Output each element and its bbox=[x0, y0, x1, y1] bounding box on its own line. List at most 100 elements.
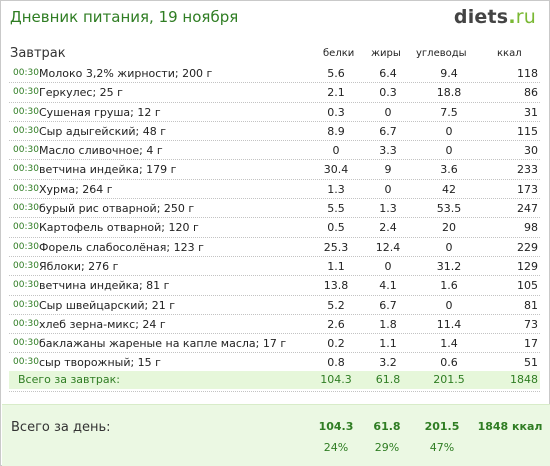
food-name: Масло сливочное; 4 г bbox=[39, 144, 163, 158]
kcal-value: 229 bbox=[517, 240, 538, 254]
page-title: Дневник питания, 19 ноября bbox=[10, 8, 239, 26]
carbs-value: 31.2 bbox=[436, 259, 462, 273]
carbs-value: 20 bbox=[442, 221, 456, 235]
kcal-value: 129 bbox=[517, 259, 538, 273]
protein-value: 8.9 bbox=[327, 124, 345, 138]
day-total-label: Всего за день: bbox=[11, 420, 111, 435]
breakfast-total-fat: 61.8 bbox=[375, 373, 401, 386]
protein-value: 0.5 bbox=[327, 221, 345, 235]
kcal-value: 17 bbox=[524, 337, 538, 351]
carbs-value: 1.4 bbox=[440, 337, 458, 351]
protein-value: 0.3 bbox=[327, 105, 345, 119]
food-row[interactable]: 00:30 Геркулес; 25 г 2.1 0.3 18.8 86 bbox=[9, 83, 540, 103]
day-pct-protein: 24% bbox=[323, 441, 349, 454]
food-row[interactable]: 00:30 ветчина индейка; 179 г 30.4 9 3.6 233 bbox=[9, 160, 540, 180]
day-total-fat: 61.8 bbox=[373, 420, 401, 433]
protein-value: 1.1 bbox=[327, 259, 345, 273]
kcal-value: 73 bbox=[524, 317, 538, 331]
food-name: Яблоки; 276 г bbox=[39, 259, 119, 273]
fat-value: 0.3 bbox=[379, 86, 397, 100]
protein-value: 5.2 bbox=[327, 298, 345, 312]
entry-time: 00:30 bbox=[13, 125, 39, 136]
protein-value: 1.3 bbox=[327, 182, 345, 196]
food-name: ветчина индейка; 179 г bbox=[39, 163, 177, 177]
entry-time: 00:30 bbox=[13, 183, 39, 194]
site-logo[interactable]: diets.ru bbox=[454, 6, 536, 28]
entry-time: 00:30 bbox=[13, 338, 39, 349]
breakfast-total-kcal: 1848 bbox=[510, 373, 538, 386]
kcal-value: 98 bbox=[524, 221, 538, 235]
fat-value: 6.4 bbox=[379, 67, 397, 80]
food-name: Сушеная груша; 12 г bbox=[39, 105, 161, 119]
food-name: баклажаны жареные на капле масла; 17 г bbox=[39, 337, 287, 351]
kcal-value: 105 bbox=[517, 279, 538, 293]
food-row[interactable]: 00:30 Сыр швейцарский; 21 г 5.2 6.7 0 81 bbox=[9, 296, 540, 315]
kcal-value: 31 bbox=[524, 105, 538, 119]
carbs-value: 53.5 bbox=[436, 202, 462, 216]
food-row[interactable]: 00:30 Сыр адыгейский; 48 г 8.9 6.7 0 115 bbox=[9, 122, 540, 142]
food-row[interactable]: 00:30 хлеб зерна-микс; 24 г 2.6 1.8 11.4 73 bbox=[9, 315, 540, 335]
carbs-value: 42 bbox=[442, 182, 456, 196]
food-row[interactable]: 00:30 Масло сливочное; 4 г 0 3.3 0 30 bbox=[9, 141, 540, 161]
fat-value: 9 bbox=[384, 163, 392, 177]
food-name: сыр творожный; 15 г bbox=[39, 356, 161, 370]
food-row[interactable]: 00:30 баклажаны жареные на капле масла; 1… bbox=[9, 334, 540, 354]
food-row[interactable]: 00:30 Молоко 3,2% жирности; 200 г 5.6 6.4 9.… bbox=[9, 64, 540, 84]
header: Дневник питания, 19 ноября diets.ru bbox=[1, 1, 549, 35]
entry-time: 00:30 bbox=[13, 145, 39, 156]
entry-time: 00:30 bbox=[13, 222, 39, 233]
fat-value: 2.4 bbox=[379, 221, 397, 235]
kcal-value: 30 bbox=[524, 144, 538, 158]
fat-value: 0 bbox=[384, 182, 392, 196]
entry-time: 00:30 bbox=[13, 241, 39, 252]
fat-value: 1.1 bbox=[379, 337, 397, 351]
kcal-value: 118 bbox=[517, 67, 538, 80]
protein-value: 2.6 bbox=[327, 317, 345, 331]
fat-value: 3.3 bbox=[379, 144, 397, 158]
food-row[interactable]: 00:30 бурый рис отварной; 250 г 5.5 1.3 53.5… bbox=[9, 199, 540, 219]
carbs-value: 0 bbox=[445, 240, 453, 254]
fat-value: 1.8 bbox=[379, 317, 397, 331]
food-name: хлеб зерна-микс; 24 г bbox=[39, 317, 166, 331]
day-pct-carbs: 47% bbox=[429, 441, 455, 454]
food-row[interactable]: 00:30 ветчина индейка; 81 г 13.8 4.1 1.6 105 bbox=[9, 276, 540, 296]
fat-value: 6.7 bbox=[379, 124, 397, 138]
food-row[interactable]: 00:30 сыр творожный; 15 г 0.8 3.2 0.6 51 bbox=[9, 353, 540, 373]
day-total-protein: 104.3 bbox=[318, 420, 354, 433]
food-name: ветчина индейка; 81 г bbox=[39, 279, 170, 293]
logo-dot: . bbox=[508, 6, 516, 28]
kcal-value: 81 bbox=[524, 298, 538, 312]
food-row[interactable]: 00:30 Хурма; 264 г 1.3 0 42 173 bbox=[9, 180, 540, 200]
carbs-value: 0.6 bbox=[440, 356, 458, 370]
food-name: Геркулес; 25 г bbox=[39, 86, 123, 100]
food-name: бурый рис отварной; 250 г bbox=[39, 202, 195, 216]
day-total-carbs: 201.5 bbox=[424, 420, 460, 433]
breakfast-total-protein: 104.3 bbox=[320, 373, 352, 386]
entry-time: 00:30 bbox=[13, 164, 39, 175]
entry-time: 00:30 bbox=[13, 68, 39, 78]
food-row[interactable]: 00:30 Форель слабосолёная; 123 г 25.3 12.4 0… bbox=[9, 238, 540, 257]
carbs-value: 1.6 bbox=[440, 279, 458, 293]
protein-value: 25.3 bbox=[323, 240, 349, 254]
day-pct-fat: 29% bbox=[374, 441, 400, 454]
breakfast-total-row: Всего за завтрак: 104.3 61.8 201.5 1848 bbox=[9, 371, 540, 389]
fat-value: 0 bbox=[384, 259, 392, 273]
kcal-value: 173 bbox=[517, 182, 538, 196]
carbs-value: 9.4 bbox=[440, 67, 458, 80]
day-total-kcal: 1848 ккал bbox=[477, 420, 543, 433]
fat-value: 12.4 bbox=[375, 240, 401, 254]
food-row[interactable]: 00:30 Картофель отварной; 120 г 0.5 2.4 20 98 bbox=[9, 218, 540, 238]
kcal-value: 233 bbox=[517, 163, 538, 177]
food-row[interactable]: 00:30 Яблоки; 276 г 1.1 0 31.2 129 bbox=[9, 257, 540, 277]
food-name: Молоко 3,2% жирности; 200 г bbox=[39, 67, 213, 80]
day-total-panel: Всего за день: 104.3 61.8 201.5 1848 кка… bbox=[2, 404, 550, 466]
food-row[interactable]: 00:30 Сушеная груша; 12 г 0.3 0 7.5 31 bbox=[9, 103, 540, 122]
kcal-value: 51 bbox=[524, 356, 538, 370]
entry-time: 00:30 bbox=[13, 318, 39, 329]
food-name: Форель слабосолёная; 123 г bbox=[39, 240, 204, 254]
protein-value: 2.1 bbox=[327, 86, 345, 100]
kcal-value: 247 bbox=[517, 202, 538, 216]
fat-value: 6.7 bbox=[379, 298, 397, 312]
col-header-carbs: углеводы bbox=[416, 48, 467, 59]
